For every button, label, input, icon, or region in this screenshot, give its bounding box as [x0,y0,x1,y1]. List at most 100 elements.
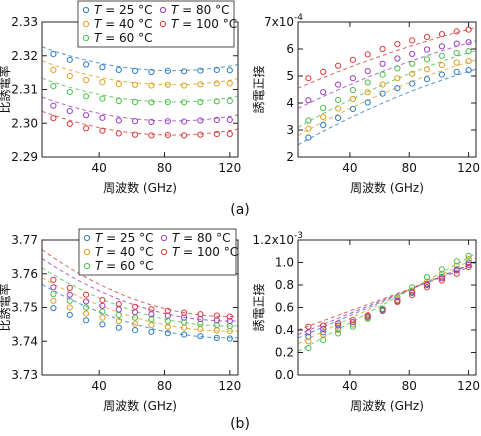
panel-label-b: (b) [230,416,250,432]
fit-curve-2 [42,60,238,86]
data-point [66,304,73,311]
data-point [320,104,327,112]
fit-curve-5 [298,264,476,331]
data-point [320,337,327,344]
data-point [305,333,312,340]
y-tick-label: 3 [286,123,294,137]
data-point [83,298,90,305]
legend-entry: T = 100 °C [172,245,238,259]
data-point [66,284,73,291]
data-point [409,70,416,77]
legend-var: T [95,231,104,245]
legend-var: T [171,3,180,17]
data-point [83,76,90,84]
data-point [409,60,416,67]
data-point [305,117,312,124]
x-tick-label: 80 [157,379,172,393]
y-exponent-label: -4 [294,13,303,23]
data-point [83,291,90,298]
x-tick-label: 120 [457,161,480,175]
data-point [99,95,106,102]
data-point [335,322,342,329]
x-axis-label: 周波数 (GHz) [350,398,424,413]
legend-marker [160,248,168,256]
data-point [465,263,472,271]
data-point [132,131,139,138]
data-point [335,105,342,112]
data-point [83,93,90,100]
data-point [465,39,472,46]
data-point [226,80,233,87]
data-point [197,326,204,333]
legend-value: 60 [115,31,134,45]
fit-curve-2 [298,59,476,136]
data-point [83,310,90,317]
data-point [66,88,73,96]
legend-eq: = [102,245,116,259]
data-point [164,323,171,330]
data-point [213,317,220,324]
data-point [83,317,90,324]
x-tick-label: 80 [157,161,172,175]
data-point [66,56,73,63]
data-point [394,41,401,48]
data-point [50,276,57,283]
data-point [409,287,416,294]
data-point [115,324,122,331]
legend-frame [78,228,237,276]
y-tick-label: 3.76 [11,267,38,281]
data-point [438,266,445,273]
data-point [453,40,460,47]
data-point [226,313,233,320]
legend-frame [77,0,235,48]
legend-eq: = [101,3,115,17]
fit-curve-2 [298,257,476,344]
data-point [181,331,188,338]
x-tick-label: 40 [342,379,357,393]
data-point [66,120,73,128]
legend-eq: = [101,31,115,45]
x-axis-label: 周波数 (GHz) [103,180,177,195]
fit-curve-1 [42,283,238,339]
legend-unit: °C [211,3,229,17]
data-point [181,309,188,316]
legend-entry: T = 25 °C [95,231,154,245]
data-point [465,261,472,268]
legend-var: T [95,245,104,259]
data-point [349,56,356,63]
data-point [335,81,342,88]
data-point [50,115,57,122]
legend-eq: = [102,259,116,273]
data-point [66,108,73,115]
data-point [50,51,57,58]
data-point [305,75,312,82]
data-point [99,321,106,328]
legend-var: T [94,31,103,45]
data-point [164,330,171,337]
legend-value: 40 [116,245,135,259]
data-point [438,71,445,78]
data-point [379,45,386,53]
legend-eq: = [178,17,192,31]
data-point [335,96,342,103]
data-point [226,130,233,138]
data-point [305,344,312,352]
data-point [50,102,57,109]
data-point [335,326,342,334]
data-point [164,307,171,314]
data-point [394,298,401,305]
y-tick-label: 3.75 [11,301,38,315]
legend-var: T [171,17,180,31]
data-point [99,79,106,86]
data-point [394,55,401,62]
plot-area [298,252,476,352]
data-point [115,130,122,137]
data-point [197,81,204,88]
data-point [453,28,460,35]
data-point [213,312,220,319]
data-point [164,67,171,75]
legend-entry: T = 60 °C [94,31,153,45]
data-point [66,311,73,318]
y-tick-label: 0.0 [275,368,294,382]
legend-marker [82,34,90,42]
